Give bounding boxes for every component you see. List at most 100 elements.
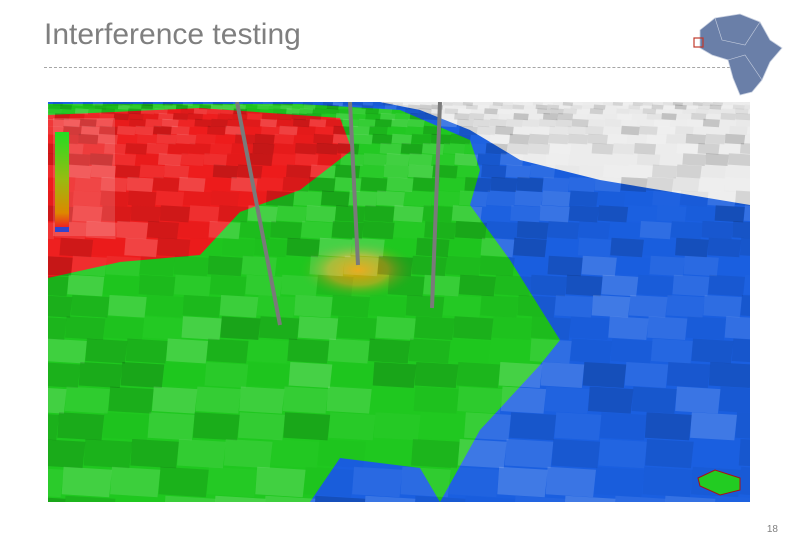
surface-cell	[219, 294, 259, 318]
surface-cell	[274, 143, 296, 155]
surface-cell	[603, 126, 622, 136]
surface-cell	[396, 104, 409, 110]
surface-cell	[721, 104, 734, 110]
surface-cell	[271, 439, 320, 468]
surface-cell	[287, 338, 330, 364]
surface-cell	[404, 108, 419, 115]
surface-cell	[129, 104, 142, 110]
surface-cell	[117, 125, 136, 136]
surface-cell	[538, 118, 556, 128]
surface-cell	[672, 177, 699, 192]
surface-cell	[180, 108, 195, 115]
surface-cell	[294, 134, 314, 145]
surface-cell	[145, 118, 163, 128]
surface-cell	[610, 237, 644, 258]
surface-cell	[48, 468, 64, 498]
surface-cell	[614, 495, 666, 502]
surface-cell	[742, 102, 750, 106]
surface-cell	[686, 316, 726, 340]
surface-cell	[308, 177, 336, 192]
surface-cell	[481, 164, 507, 179]
surface-cell	[97, 133, 118, 145]
surface-cell	[666, 362, 711, 388]
surface-cell	[531, 125, 550, 136]
surface-cell	[69, 112, 85, 121]
surface-cell	[120, 362, 165, 388]
surface-cell	[316, 274, 354, 297]
surface-cell	[579, 165, 604, 179]
surface-cell	[509, 133, 530, 145]
surface-cell	[529, 164, 556, 179]
surface-cell	[48, 108, 50, 115]
surface-cell	[545, 153, 570, 166]
surface-cell	[294, 142, 317, 155]
surface-cell	[642, 102, 654, 106]
surface-cell	[378, 108, 393, 115]
surface-cell	[510, 205, 541, 223]
surface-cell	[486, 190, 516, 207]
surface-cell	[306, 112, 322, 121]
surface-cell	[400, 142, 423, 155]
surface-cell	[639, 125, 658, 136]
surface-cell	[254, 238, 288, 257]
surface-cell	[207, 255, 243, 277]
surface-cell	[85, 220, 118, 240]
surface-cell	[400, 466, 451, 498]
surface-cell	[622, 102, 634, 106]
surface-cell	[701, 165, 726, 179]
surface-cell	[457, 108, 472, 115]
surface-cell	[489, 118, 507, 128]
surface-cell	[414, 387, 459, 414]
surface-cell	[598, 438, 647, 469]
surface-cell	[99, 125, 118, 136]
surface-cell	[632, 102, 644, 106]
surface-cell	[703, 294, 742, 318]
surface-cell	[644, 412, 692, 441]
surface-cell	[385, 153, 410, 166]
surface-cell	[243, 126, 262, 136]
surface-cell	[661, 112, 677, 121]
surface-cell	[116, 220, 149, 240]
surface-cell	[569, 190, 599, 207]
surface-cell	[570, 104, 583, 110]
surface-cell	[411, 255, 447, 277]
surface-cell	[203, 153, 228, 166]
page-number: 18	[766, 524, 778, 535]
surface-cell	[509, 412, 557, 441]
surface-cell	[548, 133, 569, 145]
surface-cell	[102, 412, 149, 440]
surface-cell	[666, 294, 705, 318]
surface-cell	[554, 165, 579, 179]
surface-cell	[130, 205, 161, 223]
surface-cell	[612, 102, 624, 106]
surface-cell	[166, 338, 209, 364]
surface-cell	[360, 177, 388, 192]
surface-cell	[98, 112, 115, 121]
sky	[380, 102, 750, 205]
surface-cell	[456, 362, 501, 388]
surface-cell	[315, 104, 328, 110]
surface-cell	[628, 104, 641, 110]
surface-cell	[412, 102, 424, 106]
surface-cell	[732, 102, 744, 106]
surface-cell	[569, 316, 609, 340]
surface-cell	[603, 164, 629, 179]
surface-cell	[530, 274, 568, 297]
surface-cell	[239, 220, 272, 240]
surface-cell	[145, 295, 184, 318]
surface-cell	[194, 118, 212, 128]
surface-cell	[72, 190, 102, 207]
surface-cell	[238, 412, 286, 441]
surface-cell	[285, 164, 312, 179]
surface-cell	[454, 112, 470, 121]
blue-patch	[310, 458, 440, 502]
surface-cell	[337, 142, 360, 155]
surface-cell	[544, 387, 589, 414]
surface-cell	[392, 102, 404, 106]
surface-cell	[740, 294, 750, 317]
surface-cell	[542, 112, 559, 121]
surface-cell	[625, 191, 654, 207]
surface-cell	[456, 118, 474, 128]
surface-cell	[188, 205, 220, 223]
